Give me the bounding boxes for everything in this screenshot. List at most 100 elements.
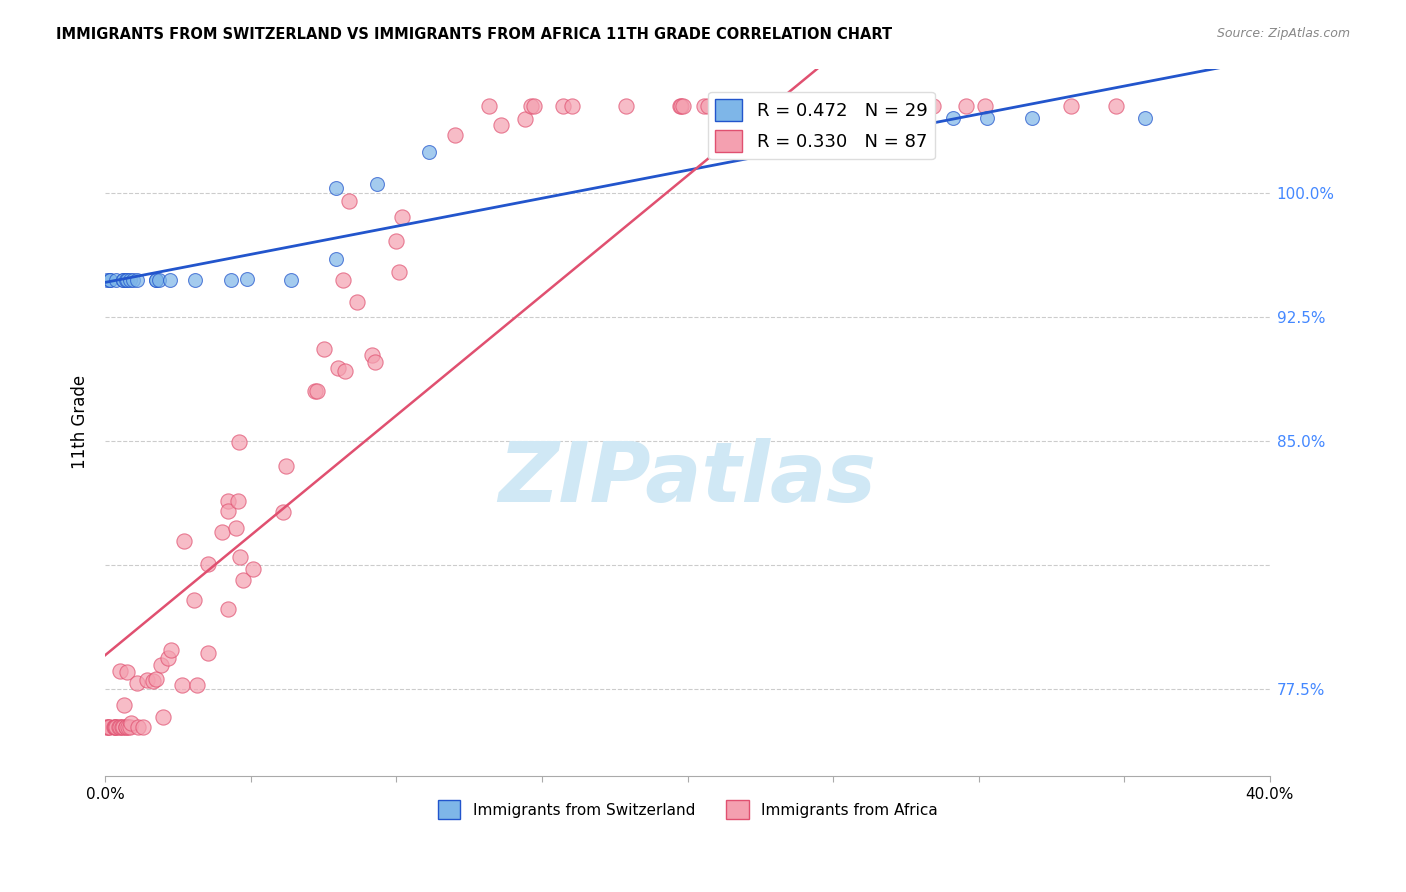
Point (97, 719, 120, 733)
Point (152, 709, 174, 723)
Point (104, 719, 127, 733)
Point (114, 272, 136, 286)
Point (388, 265, 411, 279)
Point (112, 698, 135, 713)
Point (274, 459, 297, 474)
Point (1060, 99, 1083, 113)
Point (793, 111, 815, 125)
Point (824, 99, 846, 113)
Point (160, 643, 183, 657)
Point (228, 435, 250, 450)
Point (304, 384, 326, 398)
Point (117, 719, 139, 733)
Point (98, 272, 121, 286)
Point (346, 294, 368, 309)
Point (159, 272, 181, 286)
Point (614, 99, 637, 113)
Point (108, 719, 131, 733)
Text: ZIPatlas: ZIPatlas (499, 439, 876, 519)
Point (96, 719, 118, 733)
Point (217, 602, 239, 616)
Point (922, 99, 945, 113)
Point (561, 99, 583, 113)
Point (942, 111, 965, 125)
Point (115, 719, 138, 733)
Point (745, 99, 768, 113)
Point (886, 99, 908, 113)
Point (110, 719, 132, 733)
Point (184, 272, 207, 286)
Point (307, 384, 329, 398)
Point (229, 549, 252, 564)
Point (1021, 111, 1043, 125)
Point (976, 111, 998, 125)
Point (478, 99, 501, 113)
Point (108, 719, 131, 733)
Point (145, 672, 167, 686)
Point (361, 348, 384, 362)
Point (314, 342, 336, 356)
Point (145, 272, 167, 286)
Point (974, 99, 997, 113)
Point (219, 272, 242, 286)
Point (104, 719, 127, 733)
Point (217, 494, 239, 508)
Point (217, 504, 239, 518)
Point (671, 99, 693, 113)
Point (280, 272, 302, 286)
Point (842, 99, 865, 113)
Y-axis label: 11th Grade: 11th Grade (72, 376, 89, 469)
Point (98, 272, 121, 286)
Point (444, 128, 467, 142)
Point (197, 646, 219, 660)
Point (104, 719, 127, 733)
Point (325, 252, 347, 266)
Point (900, 99, 922, 113)
Point (173, 533, 195, 548)
Point (515, 112, 537, 127)
Point (1133, 111, 1156, 125)
Point (172, 678, 194, 692)
Point (955, 99, 977, 113)
Point (186, 677, 208, 691)
Point (149, 657, 172, 672)
Point (97, 719, 120, 733)
Point (364, 355, 387, 369)
Point (815, 99, 838, 113)
Point (271, 505, 294, 519)
Point (242, 562, 264, 576)
Point (672, 99, 695, 113)
Point (120, 272, 142, 286)
Point (148, 272, 170, 286)
Point (226, 494, 249, 508)
Point (120, 715, 142, 730)
Point (183, 593, 205, 607)
Point (898, 99, 921, 113)
Point (132, 719, 155, 733)
Point (117, 665, 139, 679)
Point (491, 118, 513, 132)
Point (127, 676, 149, 690)
Point (328, 360, 350, 375)
Point (115, 719, 138, 733)
Point (96, 719, 118, 733)
Point (890, 111, 912, 125)
Point (122, 272, 145, 286)
Point (332, 273, 354, 287)
Point (384, 234, 406, 248)
Point (520, 99, 543, 113)
Point (103, 719, 125, 733)
Point (110, 664, 132, 678)
Point (125, 272, 148, 286)
Point (145, 272, 167, 286)
Point (669, 99, 692, 113)
Point (135, 673, 157, 688)
Point (366, 177, 388, 191)
Point (236, 272, 259, 286)
Point (693, 99, 716, 113)
Point (197, 557, 219, 571)
Text: IMMIGRANTS FROM SWITZERLAND VS IMMIGRANTS FROM AFRICA 11TH GRADE CORRELATION CHA: IMMIGRANTS FROM SWITZERLAND VS IMMIGRANT… (56, 27, 893, 42)
Text: Source: ZipAtlas.com: Source: ZipAtlas.com (1216, 27, 1350, 40)
Point (333, 364, 356, 378)
Point (120, 719, 142, 733)
